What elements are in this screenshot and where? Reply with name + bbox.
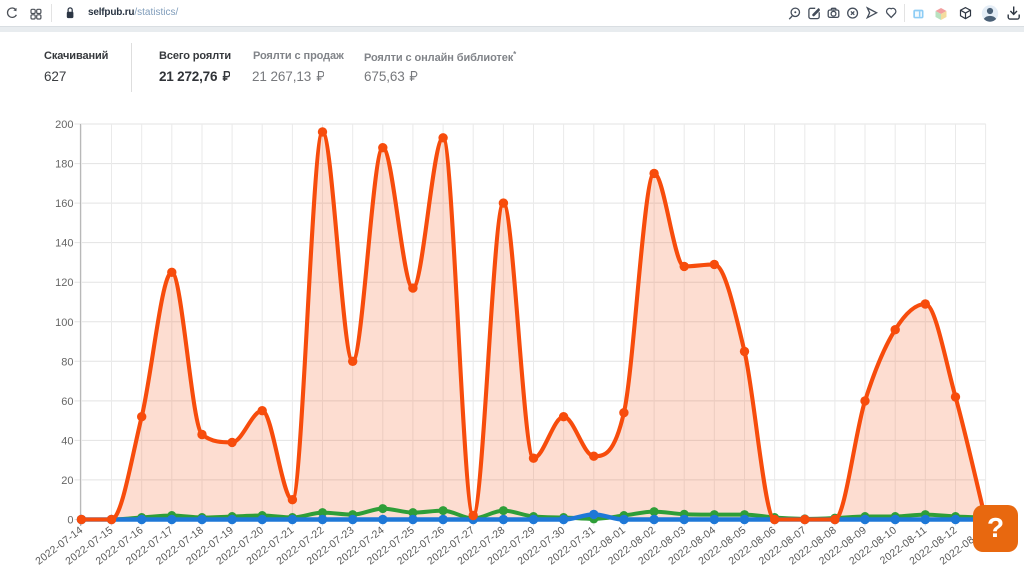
svg-text:180: 180 — [55, 159, 73, 171]
svg-text:200: 200 — [55, 119, 73, 131]
svg-text:120: 120 — [55, 277, 73, 289]
svg-text:40: 40 — [61, 435, 73, 447]
svg-text:20: 20 — [61, 475, 73, 487]
svg-text:100: 100 — [55, 317, 73, 329]
svg-text:60: 60 — [61, 396, 73, 408]
svg-text:140: 140 — [55, 238, 73, 250]
svg-text:160: 160 — [55, 198, 73, 210]
svg-text:0: 0 — [67, 515, 73, 527]
svg-text:80: 80 — [61, 356, 73, 368]
